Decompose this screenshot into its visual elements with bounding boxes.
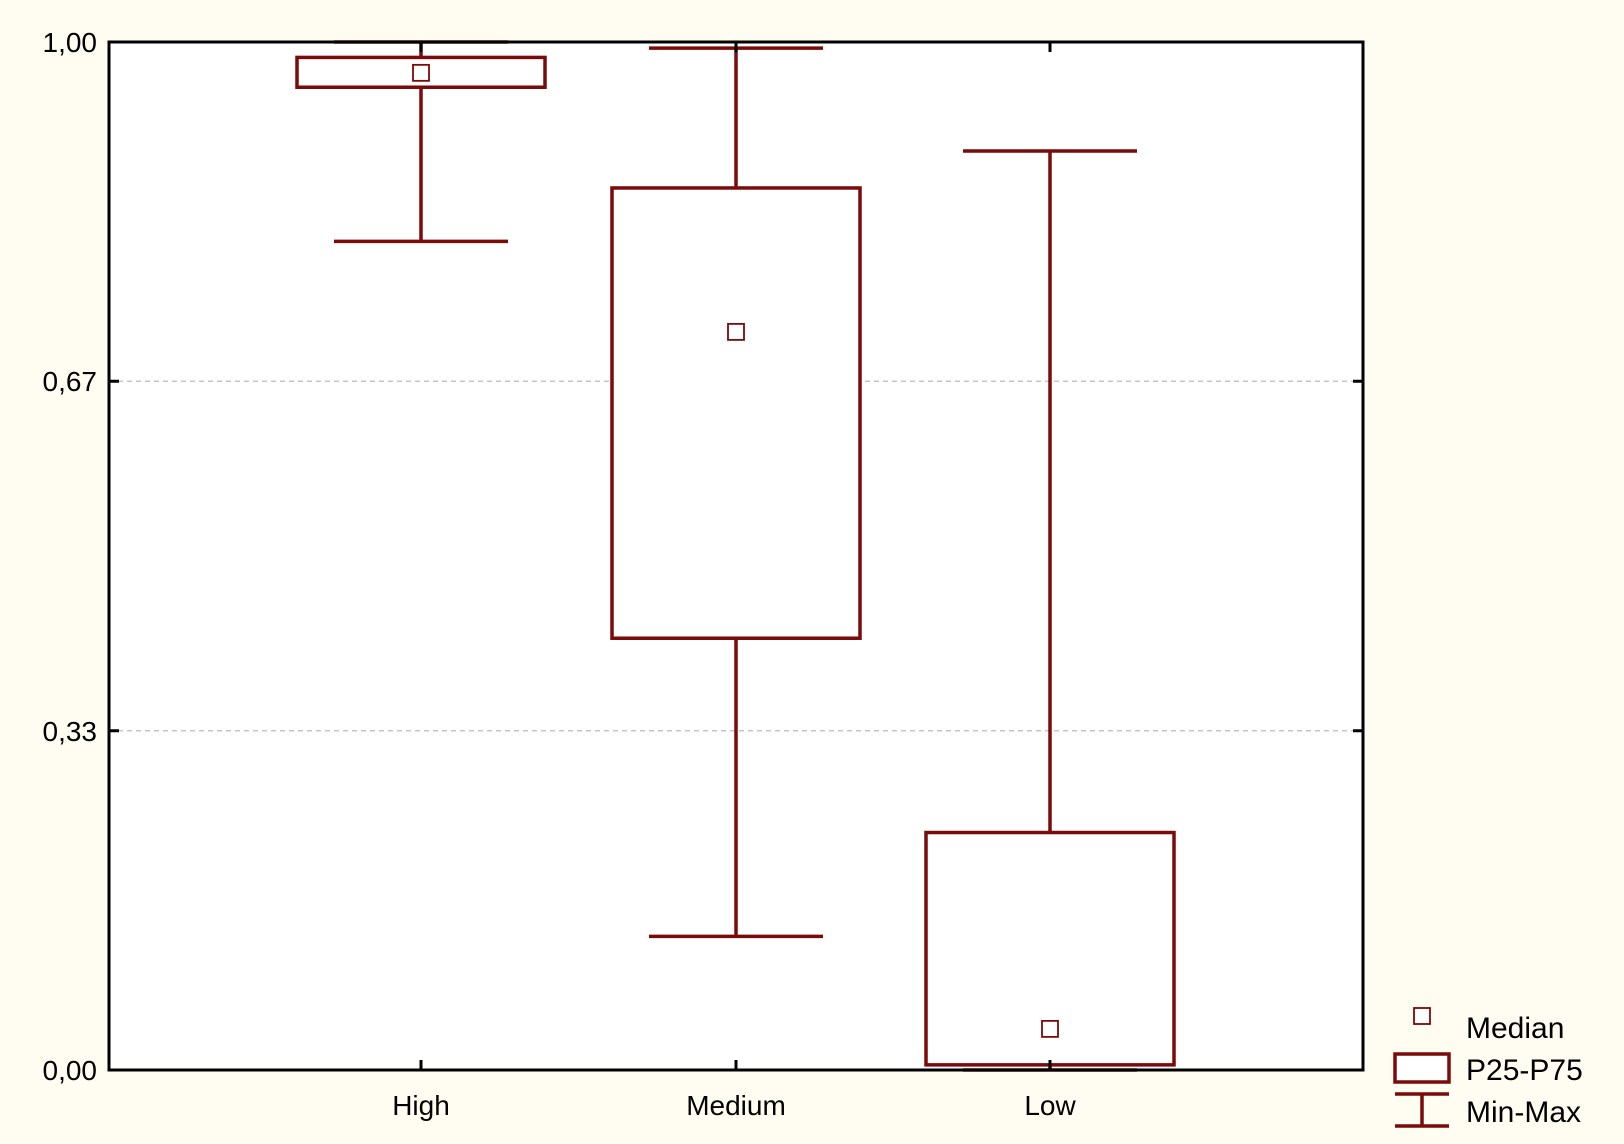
y-tick-label: 1,00 (43, 27, 98, 58)
y-tick-label: 0,00 (43, 1055, 98, 1086)
median-marker (412, 63, 430, 82)
legend-item-whisker: Min-Max (1395, 1092, 1581, 1129)
box-high (295, 40, 547, 244)
box-series (295, 40, 1176, 1072)
legend-box-symbol (1393, 1052, 1451, 1084)
y-tick-label: 0,67 (43, 366, 98, 397)
legend-item-median: Median (1413, 1007, 1564, 1045)
x-tick-label: Low (1024, 1090, 1076, 1121)
legend-label: Median (1466, 1012, 1564, 1045)
median-marker (1041, 1019, 1059, 1038)
legend-label: Min-Max (1466, 1096, 1581, 1129)
legend-item-box: P25-P75 (1393, 1052, 1583, 1087)
legend-label: P25-P75 (1466, 1054, 1583, 1087)
x-tick-label: High (392, 1090, 450, 1121)
x-tick-label: Medium (686, 1090, 786, 1121)
median-marker (727, 322, 745, 341)
legend-median-symbol (1413, 1007, 1431, 1025)
grid-lines (109, 380, 1363, 732)
legend: Median P25-P75 Min-Max (1393, 1007, 1583, 1129)
y-tick-label: 0,33 (43, 716, 98, 747)
axes: 0,00 0,33 0,67 1,00 High Medium Low (43, 27, 1363, 1121)
box-medium (610, 46, 862, 939)
iqr-box (610, 186, 862, 640)
